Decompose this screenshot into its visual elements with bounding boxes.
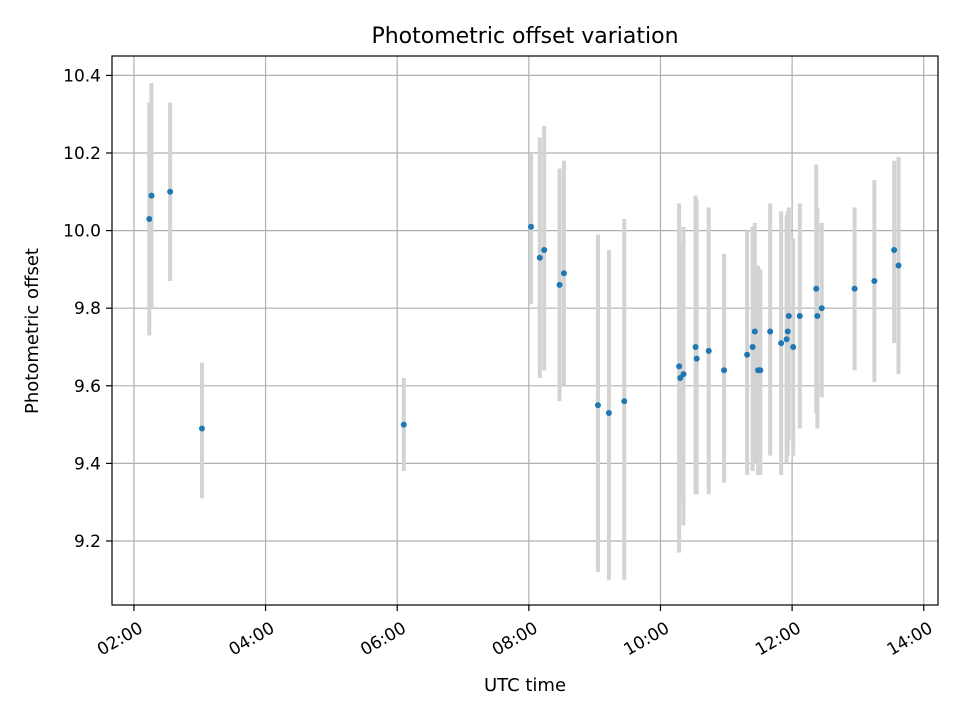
x-axis-label: UTC time [484, 675, 566, 696]
data-point [751, 328, 758, 335]
data-point [783, 336, 790, 343]
y-tick-label: 9.4 [74, 454, 101, 474]
data-point [146, 215, 153, 222]
data-point [594, 402, 601, 409]
data-point [556, 281, 563, 288]
y-tick-label: 9.2 [74, 532, 101, 552]
data-point [757, 367, 764, 374]
data-point [778, 340, 785, 347]
data-point [851, 285, 858, 292]
data-point [198, 425, 205, 432]
data-point [692, 343, 699, 350]
data-point [796, 312, 803, 319]
data-point [541, 246, 548, 253]
data-point [814, 312, 821, 319]
data-point [148, 192, 155, 199]
data-point [784, 328, 791, 335]
data-point [400, 421, 407, 428]
y-tick-label: 9.8 [74, 299, 101, 319]
data-point [621, 398, 628, 405]
y-tick-label: 9.6 [74, 377, 101, 397]
data-point [528, 223, 535, 230]
data-point [167, 188, 174, 195]
data-point [676, 363, 683, 370]
data-point [721, 367, 728, 374]
data-point [767, 328, 774, 335]
data-point [895, 262, 902, 269]
y-axis-ticks: 9.2 9.4 9.6 9.8 10.0 10.2 10.4 [63, 66, 112, 552]
data-point [871, 278, 878, 285]
data-point [813, 285, 820, 292]
data-point [785, 312, 792, 319]
data-point [891, 246, 898, 253]
y-axis-label: Photometric offset [22, 248, 43, 414]
data-points [146, 188, 902, 432]
data-point [605, 409, 612, 416]
data-point [744, 351, 751, 358]
data-point [693, 355, 700, 362]
data-point [536, 254, 543, 261]
chart-title: Photometric offset variation [371, 24, 678, 49]
data-point [560, 270, 567, 277]
data-point [749, 343, 756, 350]
plot-frame [111, 55, 939, 606]
y-tick-label: 10.2 [63, 144, 101, 164]
data-point [680, 371, 687, 378]
y-tick-label: 10.0 [63, 222, 101, 242]
data-point [790, 343, 797, 350]
data-point [705, 347, 712, 354]
y-tick-label: 10.4 [63, 66, 101, 86]
data-point [818, 305, 825, 312]
